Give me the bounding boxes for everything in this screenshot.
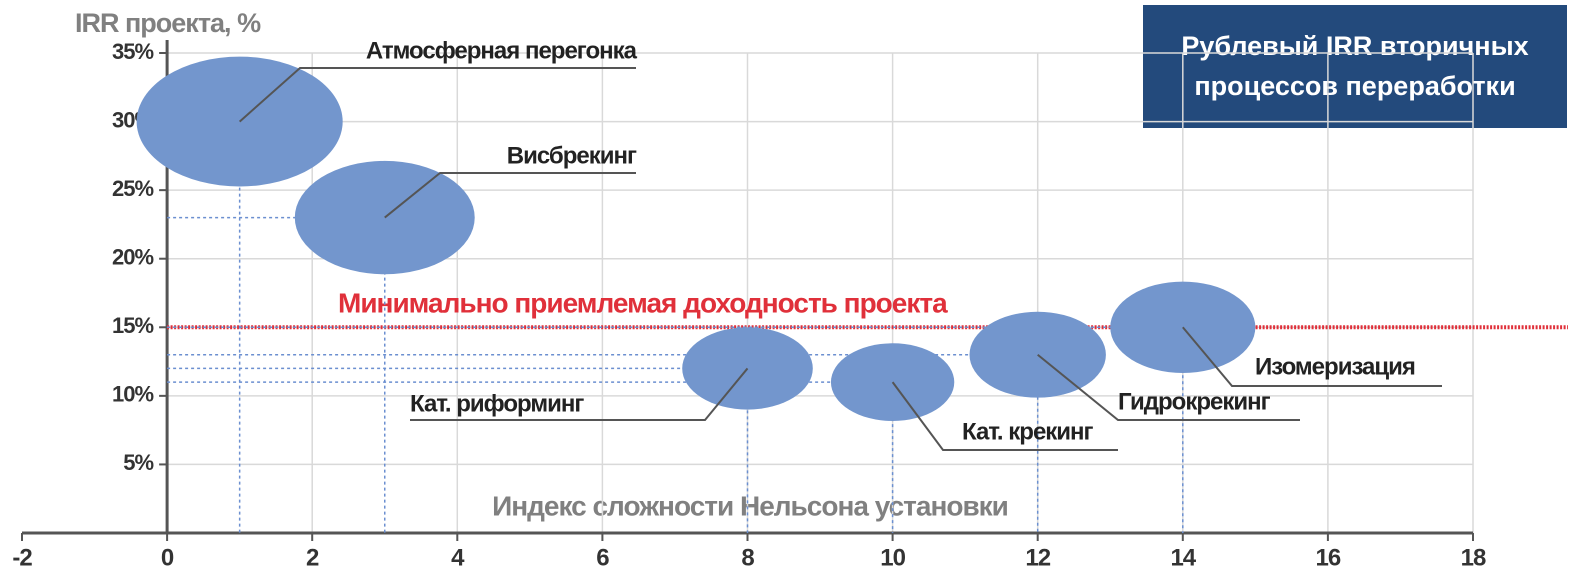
bubble-label: Гидрокрекинг bbox=[1118, 388, 1271, 415]
x-tick-label: 8 bbox=[741, 544, 754, 571]
x-tick-label: 10 bbox=[880, 544, 905, 571]
bubble-label: Кат. крекинг bbox=[962, 418, 1094, 445]
y-tick-label: 5% bbox=[123, 450, 153, 475]
bubble-label: Кат. риформинг bbox=[410, 390, 584, 417]
title-box bbox=[1143, 5, 1567, 128]
chart-title: Рублевый IRR вторичных bbox=[1181, 31, 1528, 61]
x-tick-label: 12 bbox=[1025, 544, 1050, 571]
leader-line bbox=[384, 172, 636, 219]
x-tick-label: 14 bbox=[1170, 544, 1196, 571]
x-tick-label: 6 bbox=[596, 544, 609, 571]
x-axis-label: Индекс сложности Нельсона установки bbox=[492, 490, 1008, 521]
y-tick-label: 10% bbox=[112, 382, 153, 407]
leader-line bbox=[891, 381, 1118, 451]
y-tick-label: 25% bbox=[112, 176, 153, 201]
threshold-label: Минимально приемлемая доходность проекта bbox=[338, 288, 948, 319]
y-tick-label: 35% bbox=[112, 39, 153, 64]
bubble-label: Висбрекинг bbox=[507, 142, 637, 169]
x-tick-label: -2 bbox=[12, 544, 32, 571]
y-tick-label: 20% bbox=[112, 245, 153, 270]
chart-title: процессов переработки bbox=[1194, 71, 1515, 101]
x-tick-label: 16 bbox=[1316, 544, 1341, 571]
y-axis-label: IRR проекта, % bbox=[75, 8, 261, 38]
leader-line bbox=[1037, 353, 1300, 421]
x-tick-label: 4 bbox=[451, 544, 465, 571]
x-tick-label: 0 bbox=[161, 544, 174, 571]
leader-line bbox=[238, 67, 636, 123]
bubble-label: Атмосферная перегонка bbox=[366, 37, 638, 64]
bubble-label: Изомеризация bbox=[1255, 353, 1415, 380]
leader-line bbox=[1182, 326, 1442, 387]
y-tick-label: 15% bbox=[112, 313, 153, 338]
x-tick-label: 18 bbox=[1461, 544, 1486, 571]
leader-line bbox=[410, 367, 749, 421]
bubble bbox=[294, 160, 475, 275]
x-tick-label: 2 bbox=[306, 544, 319, 571]
